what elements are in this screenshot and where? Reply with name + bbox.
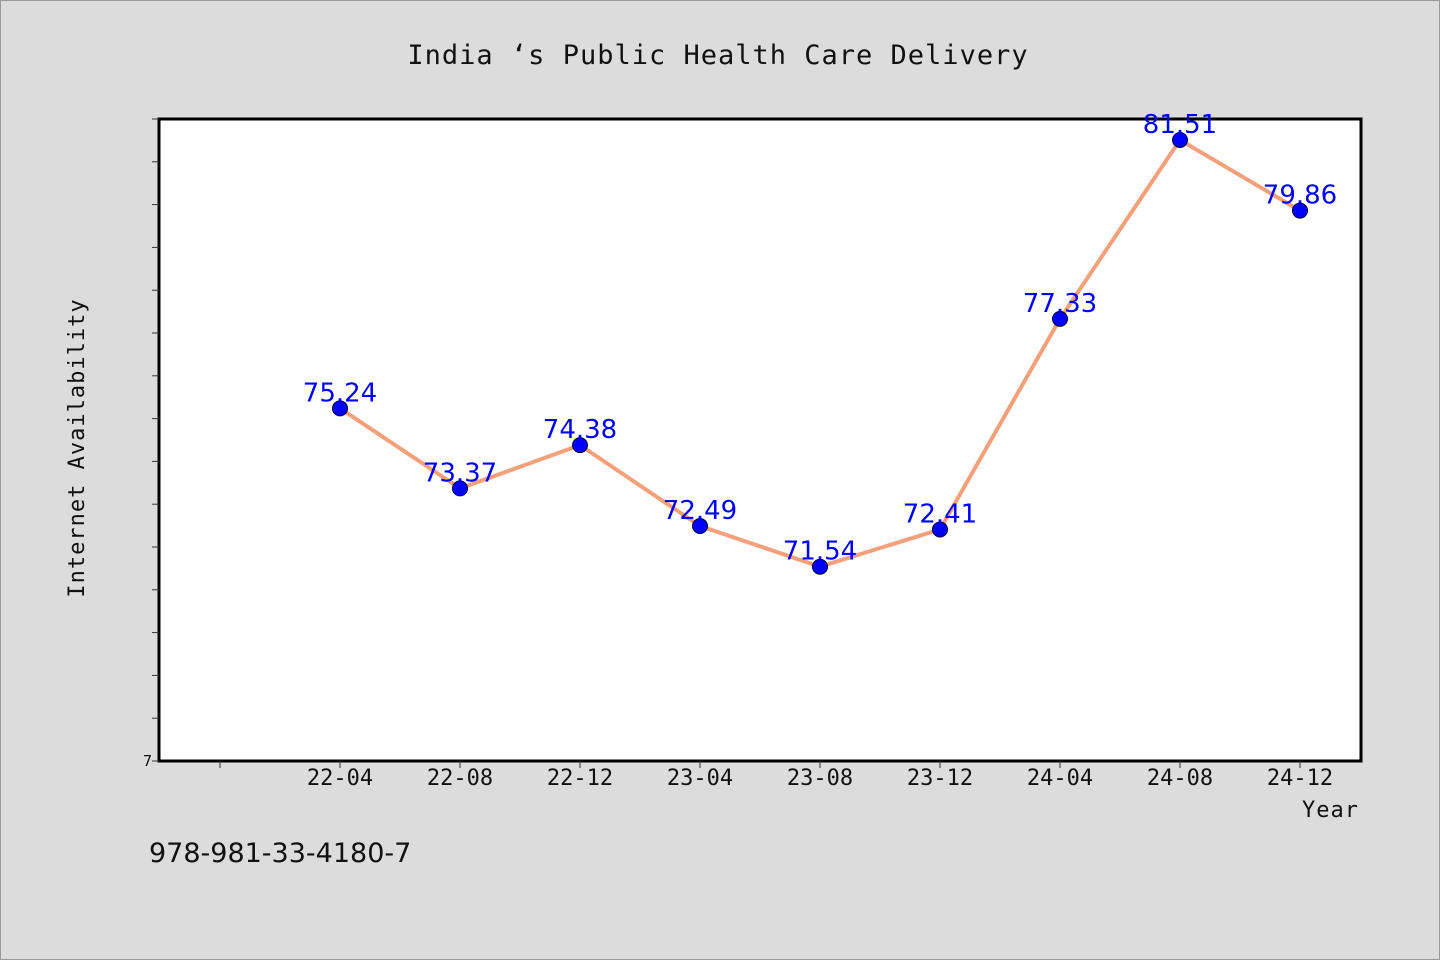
y-tick-label: 7 — [143, 752, 152, 770]
data-label: 74.38 — [543, 415, 617, 445]
data-label: 72.49 — [663, 496, 737, 526]
data-series — [332, 131, 1308, 575]
data-label: 81.51 — [1143, 110, 1217, 140]
chart-title: India ‘s Public Health Care Delivery — [407, 40, 1028, 71]
x-axis-label: Year — [1302, 798, 1359, 823]
x-tick-label: 22-04 — [307, 766, 373, 791]
data-point — [332, 400, 348, 417]
x-tick-label: 23-12 — [907, 766, 973, 791]
data-point — [1052, 310, 1068, 327]
x-tick-label: 22-08 — [427, 766, 493, 791]
data-point — [932, 521, 948, 538]
x-tick-label: 24-08 — [1147, 766, 1213, 791]
data-label: 72.41 — [903, 499, 977, 529]
data-point — [692, 518, 708, 535]
data-labels: 75.24 73.37 74.38 72.49 71.54 72.41 77.33 81.51… — [303, 110, 1337, 567]
data-point — [1292, 202, 1308, 219]
x-axis-ticks: 22-04 22-08 22-12 23-04 23-08 23-12 24-04 24-08… — [219, 761, 1333, 791]
data-point — [452, 480, 468, 497]
x-tick-label: 23-04 — [667, 766, 733, 791]
x-tick-label: 22-12 — [547, 766, 613, 791]
x-tick-label: 24-12 — [1267, 766, 1333, 791]
data-point — [1172, 131, 1188, 148]
data-point — [812, 558, 828, 575]
plot-area — [157, 117, 1363, 763]
data-label: 73.37 — [423, 458, 497, 488]
x-tick-label: 24-04 — [1027, 766, 1093, 791]
data-label: 77.33 — [1023, 289, 1097, 319]
y-axis-ticks: 7 — [143, 118, 159, 770]
data-label: 71.54 — [783, 537, 857, 567]
y-axis-label: Internet Availability — [65, 298, 90, 597]
data-label: 79.86 — [1263, 181, 1337, 211]
data-label: 75.24 — [303, 378, 377, 408]
x-tick-label: 23-08 — [787, 766, 853, 791]
data-point — [572, 437, 588, 454]
isbn-text: 978-981-33-4180-7 — [149, 838, 411, 869]
